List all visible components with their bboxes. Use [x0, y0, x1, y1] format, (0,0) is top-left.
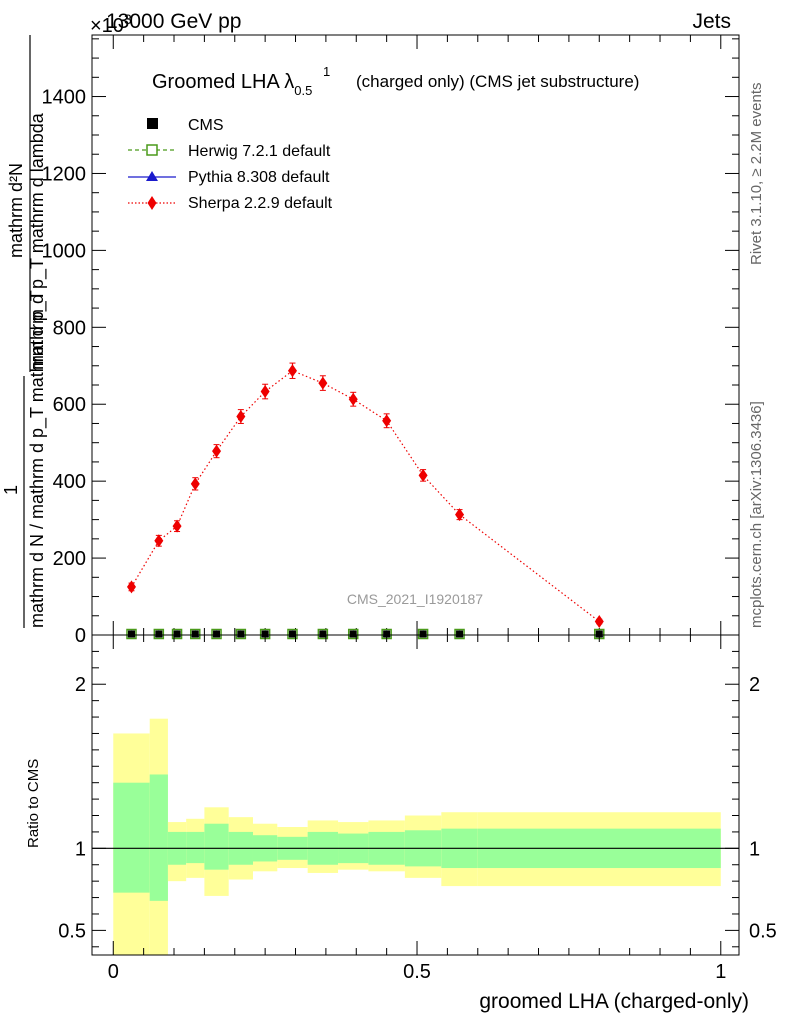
sherpa-point [318, 376, 328, 390]
cms-point [173, 630, 181, 638]
main-y-tick-label: 600 [53, 394, 86, 416]
ratio-y-tick-label-right: 0.5 [749, 920, 777, 942]
pythia-marker-icon [146, 171, 158, 181]
sherpa-point [418, 468, 428, 482]
main-y-tick-label: 400 [53, 471, 86, 493]
ratio-bands [113, 718, 721, 955]
legend-label-herwig: Herwig 7.2.1 default [188, 143, 331, 160]
plot-title-main: Groomed LHA λ [152, 71, 294, 93]
ratio-inner-band [149, 774, 168, 901]
ratio-panel: 0.5 0.51 12 2 0 0.5 1 Ratio to CMS [25, 634, 777, 983]
cms-point [419, 630, 427, 638]
main-y-tick-label: 800 [53, 317, 86, 339]
ratio-inner-band [186, 831, 205, 864]
cms-point [127, 630, 135, 638]
watermark: CMS_2021_I1920187 [347, 591, 483, 607]
sherpa-point [154, 534, 164, 548]
y-axis-label-bottom-2: mathrm d N / mathrm d p_T mathrm d p_T [27, 290, 48, 628]
ratio-x-ticks: 0 0.5 1 [108, 635, 726, 983]
y-axis-label-top-1: mathrm d²N [6, 163, 26, 258]
x-tick-label: 0 [108, 961, 119, 983]
sherpa-point [126, 580, 136, 594]
x-axis-label: groomed LHA (charged-only) [479, 990, 749, 1013]
legend: CMS Herwig 7.2.1 default Pythia 8.308 de… [128, 117, 333, 212]
plot-title: Groomed LHA λ0.5 [152, 71, 312, 98]
legend-label-sherpa: Sherpa 2.2.9 default [188, 195, 333, 212]
cms-point [213, 630, 221, 638]
main-y-tick-label: 1200 [42, 163, 87, 185]
legend-label-pythia: Pythia 8.308 default [188, 169, 330, 186]
rivet-label: Rivet 3.1.10, ≥ 2.2M events [748, 83, 765, 266]
main-y-tick-label: 200 [53, 548, 86, 570]
plot-title-sub: 0.5 [294, 83, 312, 98]
zero-level-markers [126, 628, 605, 640]
legend-entry-sherpa: Sherpa 2.2.9 default [128, 195, 333, 212]
y-axis-label: mathrm d²N mathrm d p_T mathrm d lambda … [1, 35, 48, 628]
ratio-y-tick-label: 2 [75, 674, 86, 696]
ratio-inner-band [113, 782, 150, 893]
legend-entry-pythia: Pythia 8.308 default [128, 169, 330, 186]
cms-point [456, 630, 464, 638]
ratio-y-ticks: 0.5 0.5 1 1 2 2 [58, 650, 777, 948]
sherpa-point [190, 477, 200, 491]
sherpa-point [212, 444, 222, 458]
main-panel: 0 200 400 600 800 1000 1200 1400 CMS_2021_I1920… [42, 34, 740, 647]
sherpa-point [382, 414, 392, 428]
cms-point [191, 630, 199, 638]
cms-point [595, 630, 603, 638]
cms-point [155, 630, 163, 638]
mcplots-label: mcplots.cern.ch [arXiv:1306.3436] [748, 401, 765, 628]
ratio-y-tick-label-right: 2 [749, 674, 760, 696]
sherpa-point [236, 410, 246, 424]
cms-point [237, 630, 245, 638]
cms-point [319, 630, 327, 638]
x-tick-label: 1 [715, 961, 726, 983]
sherpa-marker-icon [147, 196, 157, 210]
legend-entry-cms: CMS [147, 117, 224, 134]
main-y-tick-label: 1000 [42, 240, 87, 262]
plot-title-sup: 1 [323, 64, 330, 79]
exponent-label: ×103 [90, 11, 132, 37]
main-y-ticks: 0 200 400 600 800 1000 1200 1400 [42, 38, 739, 647]
cms-point [349, 630, 357, 638]
x-tick-label: 0.5 [403, 961, 431, 983]
cms-point [288, 630, 296, 638]
ratio-panel-frame [91, 634, 740, 956]
y-axis-label-top-2: mathrm d p_T mathrm d lambda [27, 112, 48, 370]
ratio-y-tick-label: 0.5 [58, 920, 86, 942]
legend-entry-herwig: Herwig 7.2.1 default [128, 143, 331, 160]
sherpa-point [172, 519, 182, 533]
main-y-tick-label: 1400 [42, 87, 87, 109]
energy-label: 13000 GeV pp [106, 10, 241, 33]
ratio-y-tick-label-right: 1 [749, 838, 760, 860]
ratio-inner-band [204, 823, 229, 870]
main-y-tick-label: 0 [75, 625, 86, 647]
cms-marker-icon [147, 118, 158, 129]
process-label: Jets [692, 10, 731, 33]
cms-point [261, 630, 269, 638]
sherpa-point [348, 392, 358, 406]
ratio-axis-label: Ratio to CMS [25, 759, 42, 848]
herwig-marker-icon [146, 144, 158, 156]
legend-label-cms: CMS [188, 117, 224, 134]
sherpa-point [260, 385, 270, 399]
sherpa-series [126, 362, 604, 629]
sherpa-point [455, 508, 465, 522]
ratio-y-tick-label: 1 [75, 838, 86, 860]
sherpa-point [287, 364, 297, 378]
cms-point [383, 630, 391, 638]
y-axis-label-bottom-1: 1 [1, 485, 21, 495]
plot-title-rest: (charged only) (CMS jet substructure) [356, 72, 639, 91]
sherpa-point [594, 615, 604, 629]
sherpa-line [130, 370, 600, 623]
